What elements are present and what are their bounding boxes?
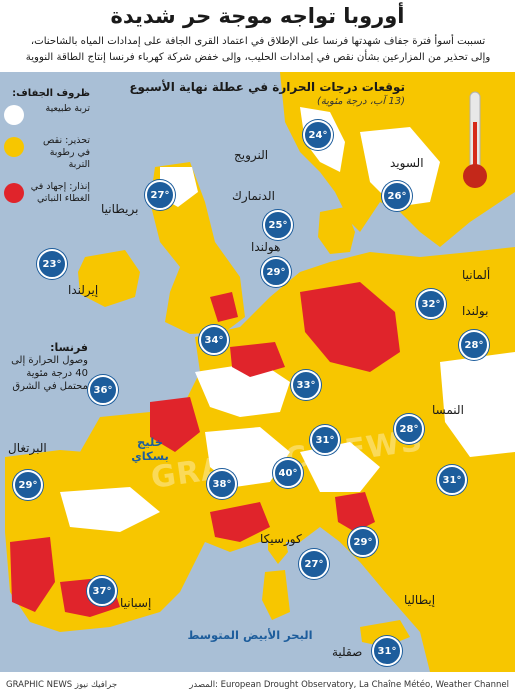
legend-swatch-warning — [4, 137, 24, 157]
temp-sicily: 31° — [372, 636, 402, 666]
label-spain: إسبانيا — [120, 596, 152, 610]
forecast-subtitle: (13 آب، درجة مئوية) — [316, 96, 405, 107]
alert-zone-france-south — [210, 502, 270, 542]
temp-france-southwest: 38° — [207, 469, 237, 499]
white-zone-spain — [60, 487, 160, 532]
land-denmark — [318, 207, 355, 254]
alert-zone-london — [210, 292, 238, 322]
temp-denmark: 25° — [263, 210, 293, 240]
forecast-title: توقعات درجات الحرارة في عطلة نهاية الأسب… — [129, 80, 405, 94]
land-corsica — [268, 524, 288, 564]
alert-zone-portugal — [10, 537, 55, 612]
label-germany: ألمانيا — [462, 268, 491, 282]
source-credit: المصدر: European Drought Observatory, La… — [189, 680, 509, 690]
temp-corsica: 27° — [299, 549, 329, 579]
subtitle-line-1: تسببت أسوأ فترة جفاف شهدتها فرنسا على ال… — [30, 36, 486, 47]
label-denmark: الدنمارك — [232, 189, 275, 203]
temp-london: 34° — [199, 325, 229, 355]
label-norway: النرويج — [234, 148, 269, 162]
footer — [0, 676, 515, 695]
temp-portugal: 29° — [13, 470, 43, 500]
label-bay-of-biscay: خليج بسكاي — [131, 435, 169, 463]
temp-britain-north: 27° — [145, 180, 175, 210]
land-sardinia — [262, 570, 290, 620]
label-austria: النمسا — [432, 403, 464, 417]
page-title: أوروبا تواجه موجة حر شديدة — [110, 4, 405, 28]
white-zone-balkans — [440, 352, 515, 457]
alert-zone-italy — [335, 492, 375, 532]
temp-france-south: 40° — [273, 458, 303, 488]
land-ireland — [78, 250, 140, 307]
label-portugal: البرتغال — [8, 441, 47, 455]
temp-sweden: 26° — [382, 181, 412, 211]
europe-map: النرويج السويد الدنمارك بريطانيا إيرلندا… — [0, 72, 515, 672]
label-sicily: صقلية — [332, 645, 363, 659]
legend-item-alert: إنذار: إجهاد في الغطاء النباتي — [4, 181, 90, 205]
brand-credit: GRAPHIC NEWS جرافيك نيوز — [6, 680, 118, 690]
temp-north-italy: 31° — [310, 425, 340, 455]
temp-spain: 37° — [87, 576, 117, 606]
land-sweden-white — [360, 127, 440, 207]
subtitle-line-2: وإلى تحذير من المزارعين بشأن نقص في إمدا… — [25, 52, 491, 63]
france-note: فرنسا: وصول الحرارة إلى 40 درجة مئوية مح… — [4, 341, 88, 393]
temp-norway: 24° — [303, 120, 333, 150]
temp-france-west: 36° — [88, 375, 118, 405]
temp-france-east: 33° — [291, 370, 321, 400]
label-netherlands: هولندا — [251, 240, 281, 254]
legend-label-alert: إنذار: إجهاد في الغطاء النباتي — [30, 181, 90, 204]
temp-austria: 28° — [394, 414, 424, 444]
legend-label-warning: تحذير: نقص في رطوبة التربة — [43, 135, 90, 170]
alert-zone-france-west — [150, 397, 200, 452]
label-italy: إيطاليا — [404, 593, 436, 607]
legend-item-normal: تربة طبيعية — [4, 103, 90, 125]
france-note-heading: فرنسا: — [50, 341, 88, 354]
legend-item-warning: تحذير: نقص في رطوبة التربة — [4, 135, 90, 171]
subtitle: تسببت أسوأ فترة جفاف شهدتها فرنسا على ال… — [8, 34, 508, 66]
white-zone-france-north — [195, 362, 290, 417]
temp-italy-center: 29° — [348, 527, 378, 557]
france-note-body: وصول الحرارة إلى 40 درجة مئوية محتمل في … — [11, 355, 88, 392]
legend-label-normal: تربة طبيعية — [45, 103, 90, 114]
label-britain: بريطانيا — [101, 202, 139, 216]
legend-swatch-normal — [4, 105, 24, 125]
thermometer-icon — [463, 91, 487, 188]
label-mediterranean: البحر الأبيض المتوسط — [187, 628, 313, 642]
land-iberia — [5, 450, 215, 632]
alert-zone-belgium — [230, 342, 285, 377]
label-ireland: إيرلندا — [68, 283, 99, 297]
legend-heading: ظروف الجفاف: — [12, 88, 90, 99]
legend-swatch-alert — [4, 183, 24, 203]
label-sweden: السويد — [390, 156, 424, 170]
label-poland: بولندا — [462, 304, 489, 318]
temp-germany: 32° — [416, 289, 446, 319]
temp-poland: 28° — [459, 330, 489, 360]
forecast-heading: توقعات درجات الحرارة في عطلة نهاية الأسب… — [129, 80, 405, 107]
temp-ireland: 23° — [37, 249, 67, 279]
white-zone-alps — [300, 442, 380, 492]
legend: ظروف الجفاف: تربة طبيعية تحذير: نقص في ر… — [4, 88, 90, 215]
alert-zone-germany — [300, 282, 400, 372]
label-corsica: كورسيكا — [260, 532, 302, 546]
temp-netherlands: 29° — [261, 257, 291, 287]
temp-balkans: 31° — [437, 465, 467, 495]
land-britain — [150, 162, 245, 334]
